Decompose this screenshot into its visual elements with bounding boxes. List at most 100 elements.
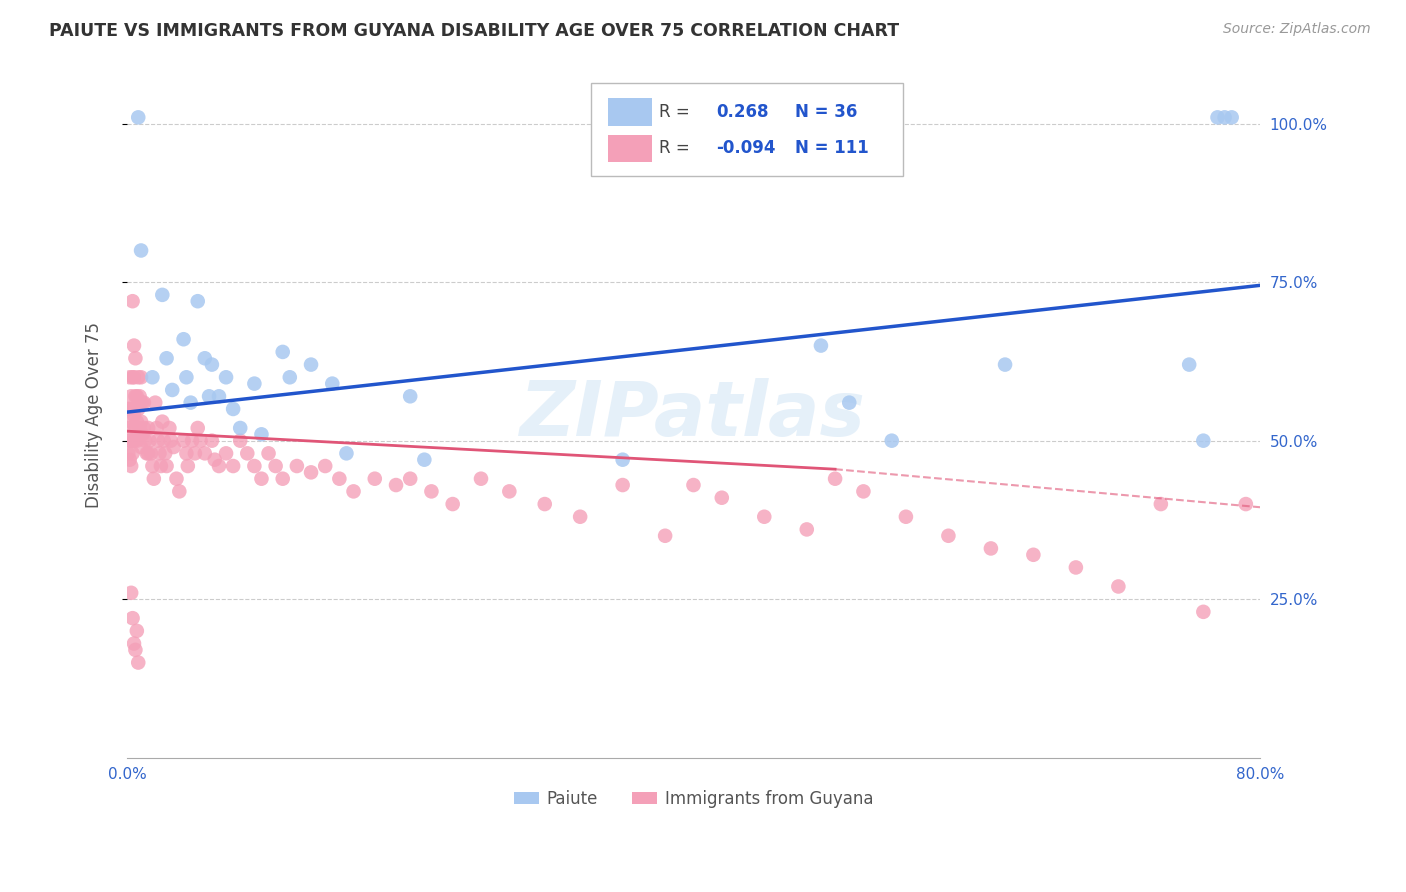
Point: [173, 332, 195, 346]
Text: Source: ZipAtlas.com: Source: ZipAtlas.com: [1223, 22, 1371, 37]
Point: [299, 466, 322, 480]
Point: [1192, 434, 1215, 448]
Point: [135, 446, 157, 460]
Point: [229, 434, 252, 448]
Point: [1022, 548, 1045, 562]
Point: [612, 452, 634, 467]
Point: [710, 491, 733, 505]
Point: [120, 586, 142, 600]
Point: [187, 294, 209, 309]
Point: [125, 415, 148, 429]
Point: [470, 472, 492, 486]
Point: [420, 484, 443, 499]
Point: [208, 458, 231, 473]
Point: [184, 446, 207, 460]
Point: [122, 370, 145, 384]
Point: [118, 434, 141, 448]
Point: [980, 541, 1002, 556]
Point: [125, 434, 148, 448]
Point: [143, 395, 166, 409]
Point: [682, 478, 704, 492]
Point: [121, 401, 143, 416]
Point: [1234, 497, 1257, 511]
Point: [118, 370, 141, 384]
Point: [250, 472, 273, 486]
Point: [128, 421, 150, 435]
Point: [222, 401, 245, 416]
Text: N = 36: N = 36: [796, 103, 858, 121]
Point: [127, 656, 149, 670]
Point: [938, 529, 960, 543]
Point: [177, 458, 200, 473]
Point: [125, 624, 148, 638]
Point: [824, 472, 846, 486]
Point: [141, 458, 163, 473]
Point: [148, 446, 170, 460]
Point: [342, 484, 364, 499]
Point: [127, 427, 149, 442]
Point: [128, 389, 150, 403]
Point: [153, 446, 176, 460]
Point: [894, 509, 917, 524]
Point: [131, 395, 153, 409]
Point: [132, 395, 155, 409]
Legend: Paiute, Immigrants from Guyana: Paiute, Immigrants from Guyana: [506, 783, 880, 814]
Point: [257, 446, 280, 460]
Text: -0.094: -0.094: [716, 139, 776, 157]
Point: [441, 497, 464, 511]
Point: [117, 401, 139, 416]
Point: [145, 421, 167, 435]
Point: [129, 244, 152, 258]
Point: [120, 434, 142, 448]
Point: [654, 529, 676, 543]
Y-axis label: Disability Age Over 75: Disability Age Over 75: [86, 322, 103, 508]
Point: [285, 458, 308, 473]
Point: [124, 421, 146, 435]
Point: [141, 370, 163, 384]
Point: [612, 478, 634, 492]
Point: [127, 111, 149, 125]
Point: [155, 351, 177, 366]
Point: [215, 446, 238, 460]
Point: [124, 351, 146, 366]
Point: [1192, 605, 1215, 619]
Point: [181, 434, 204, 448]
Point: [413, 452, 436, 467]
Bar: [609, 135, 651, 162]
Point: [1064, 560, 1087, 574]
FancyBboxPatch shape: [592, 83, 903, 176]
Point: [131, 427, 153, 442]
Point: [129, 440, 152, 454]
Point: [136, 421, 159, 435]
Point: [157, 421, 180, 435]
Point: [222, 458, 245, 473]
Point: [124, 643, 146, 657]
Point: [136, 446, 159, 460]
Point: [994, 358, 1017, 372]
Point: [176, 446, 198, 460]
Point: [314, 458, 336, 473]
Point: [243, 376, 266, 391]
Point: [150, 415, 173, 429]
Point: [250, 427, 273, 442]
Text: R =: R =: [659, 139, 690, 157]
Point: [160, 383, 183, 397]
Point: [139, 446, 162, 460]
Point: [201, 358, 224, 372]
Point: [271, 345, 294, 359]
Point: [146, 434, 169, 448]
Point: [271, 472, 294, 486]
Point: [150, 288, 173, 302]
Point: [121, 370, 143, 384]
Text: N = 111: N = 111: [796, 139, 869, 157]
Point: [229, 421, 252, 435]
Point: [399, 472, 422, 486]
Point: [198, 389, 221, 403]
Point: [166, 472, 188, 486]
Point: [364, 472, 387, 486]
Text: PAIUTE VS IMMIGRANTS FROM GUYANA DISABILITY AGE OVER 75 CORRELATION CHART: PAIUTE VS IMMIGRANTS FROM GUYANA DISABIL…: [49, 22, 900, 40]
Point: [243, 458, 266, 473]
Point: [129, 415, 152, 429]
Point: [880, 434, 903, 448]
Point: [120, 415, 142, 429]
